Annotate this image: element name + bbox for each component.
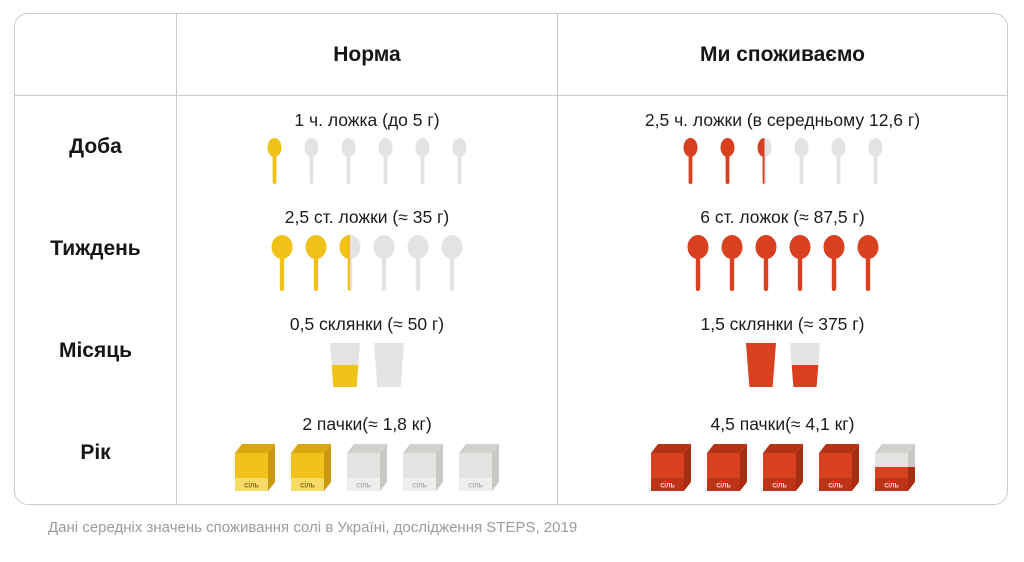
tablespoon-pictogram-norm (265, 235, 469, 291)
caption-week-actual: 6 ст. ложок (≈ 87,5 г) (700, 207, 865, 227)
caption-year-norm: 2 пачки(≈ 1,8 кг) (302, 414, 432, 434)
tablespoon-pictogram-actual (681, 235, 885, 291)
column-header-norm: Норма (176, 14, 557, 96)
caption-week-norm: 2,5 ст. ложки (≈ 35 г) (284, 207, 450, 227)
caption-month-norm: 0,5 склянки (≈ 50 г) (289, 314, 445, 334)
cell-year-actual: 4,5 пачки(≈ 4,1 кг) сіль сіль сіль сіль сіль… (557, 402, 1007, 504)
teaspoon-pictogram-actual (672, 138, 894, 184)
column-header-actual: Ми споживаємо (557, 14, 1007, 96)
glass-pictogram-actual (739, 342, 827, 388)
comparison-table: Норма Ми споживаємо Доба 1 ч. ложка (до … (15, 14, 1007, 504)
source-note: Дані середніх значень споживання солі в … (48, 519, 578, 536)
svg-text:сіль: сіль (468, 481, 483, 490)
cell-week-norm: 2,5 ст. ложки (≈ 35 г) (176, 198, 557, 300)
cell-month-norm: 0,5 склянки (≈ 50 г) (176, 300, 557, 402)
salt-consumption-infographic: Норма Ми споживаємо Доба 1 ч. ложка (до … (14, 13, 1008, 505)
svg-text:сіль: сіль (716, 481, 731, 490)
row-label-month: Місяць (58, 339, 133, 362)
svg-text:сіль: сіль (772, 481, 787, 490)
cell-day-actual: 2,5 ч. ложки (в середньому 12,6 г) (557, 96, 1007, 198)
cell-week-actual: 6 ст. ложок (≈ 87,5 г) (557, 198, 1007, 300)
svg-text:сіль: сіль (300, 481, 315, 490)
salt-pack-pictogram-norm: сіль сіль сіль сіль сіль (227, 442, 507, 492)
row-label-year: Рік (80, 441, 111, 464)
svg-text:сіль: сіль (660, 481, 675, 490)
svg-text:сіль: сіль (412, 481, 427, 490)
caption-month-actual: 1,5 склянки (≈ 375 г) (700, 314, 865, 334)
cell-month-actual: 1,5 склянки (≈ 375 г) (557, 300, 1007, 402)
svg-text:сіль: сіль (244, 481, 259, 490)
svg-text:сіль: сіль (884, 481, 899, 490)
caption-day-norm: 1 ч. ложка (до 5 г) (294, 110, 440, 130)
row-label-day: Доба (69, 135, 122, 158)
glass-pictogram-norm (323, 342, 411, 388)
svg-text:сіль: сіль (828, 481, 843, 490)
teaspoon-pictogram-norm (256, 138, 478, 184)
corner-cell (15, 14, 176, 96)
svg-text:сіль: сіль (356, 481, 371, 490)
cell-year-norm: 2 пачки(≈ 1,8 кг) сіль сіль сіль сіль сіль (176, 402, 557, 504)
row-label-week: Тиждень (50, 237, 141, 260)
salt-pack-pictogram-actual: сільсільсільсільсільсіль (643, 442, 923, 492)
cell-day-norm: 1 ч. ложка (до 5 г) (176, 96, 557, 198)
caption-year-actual: 4,5 пачки(≈ 4,1 кг) (710, 414, 855, 434)
caption-day-actual: 2,5 ч. ложки (в середньому 12,6 г) (644, 110, 921, 130)
